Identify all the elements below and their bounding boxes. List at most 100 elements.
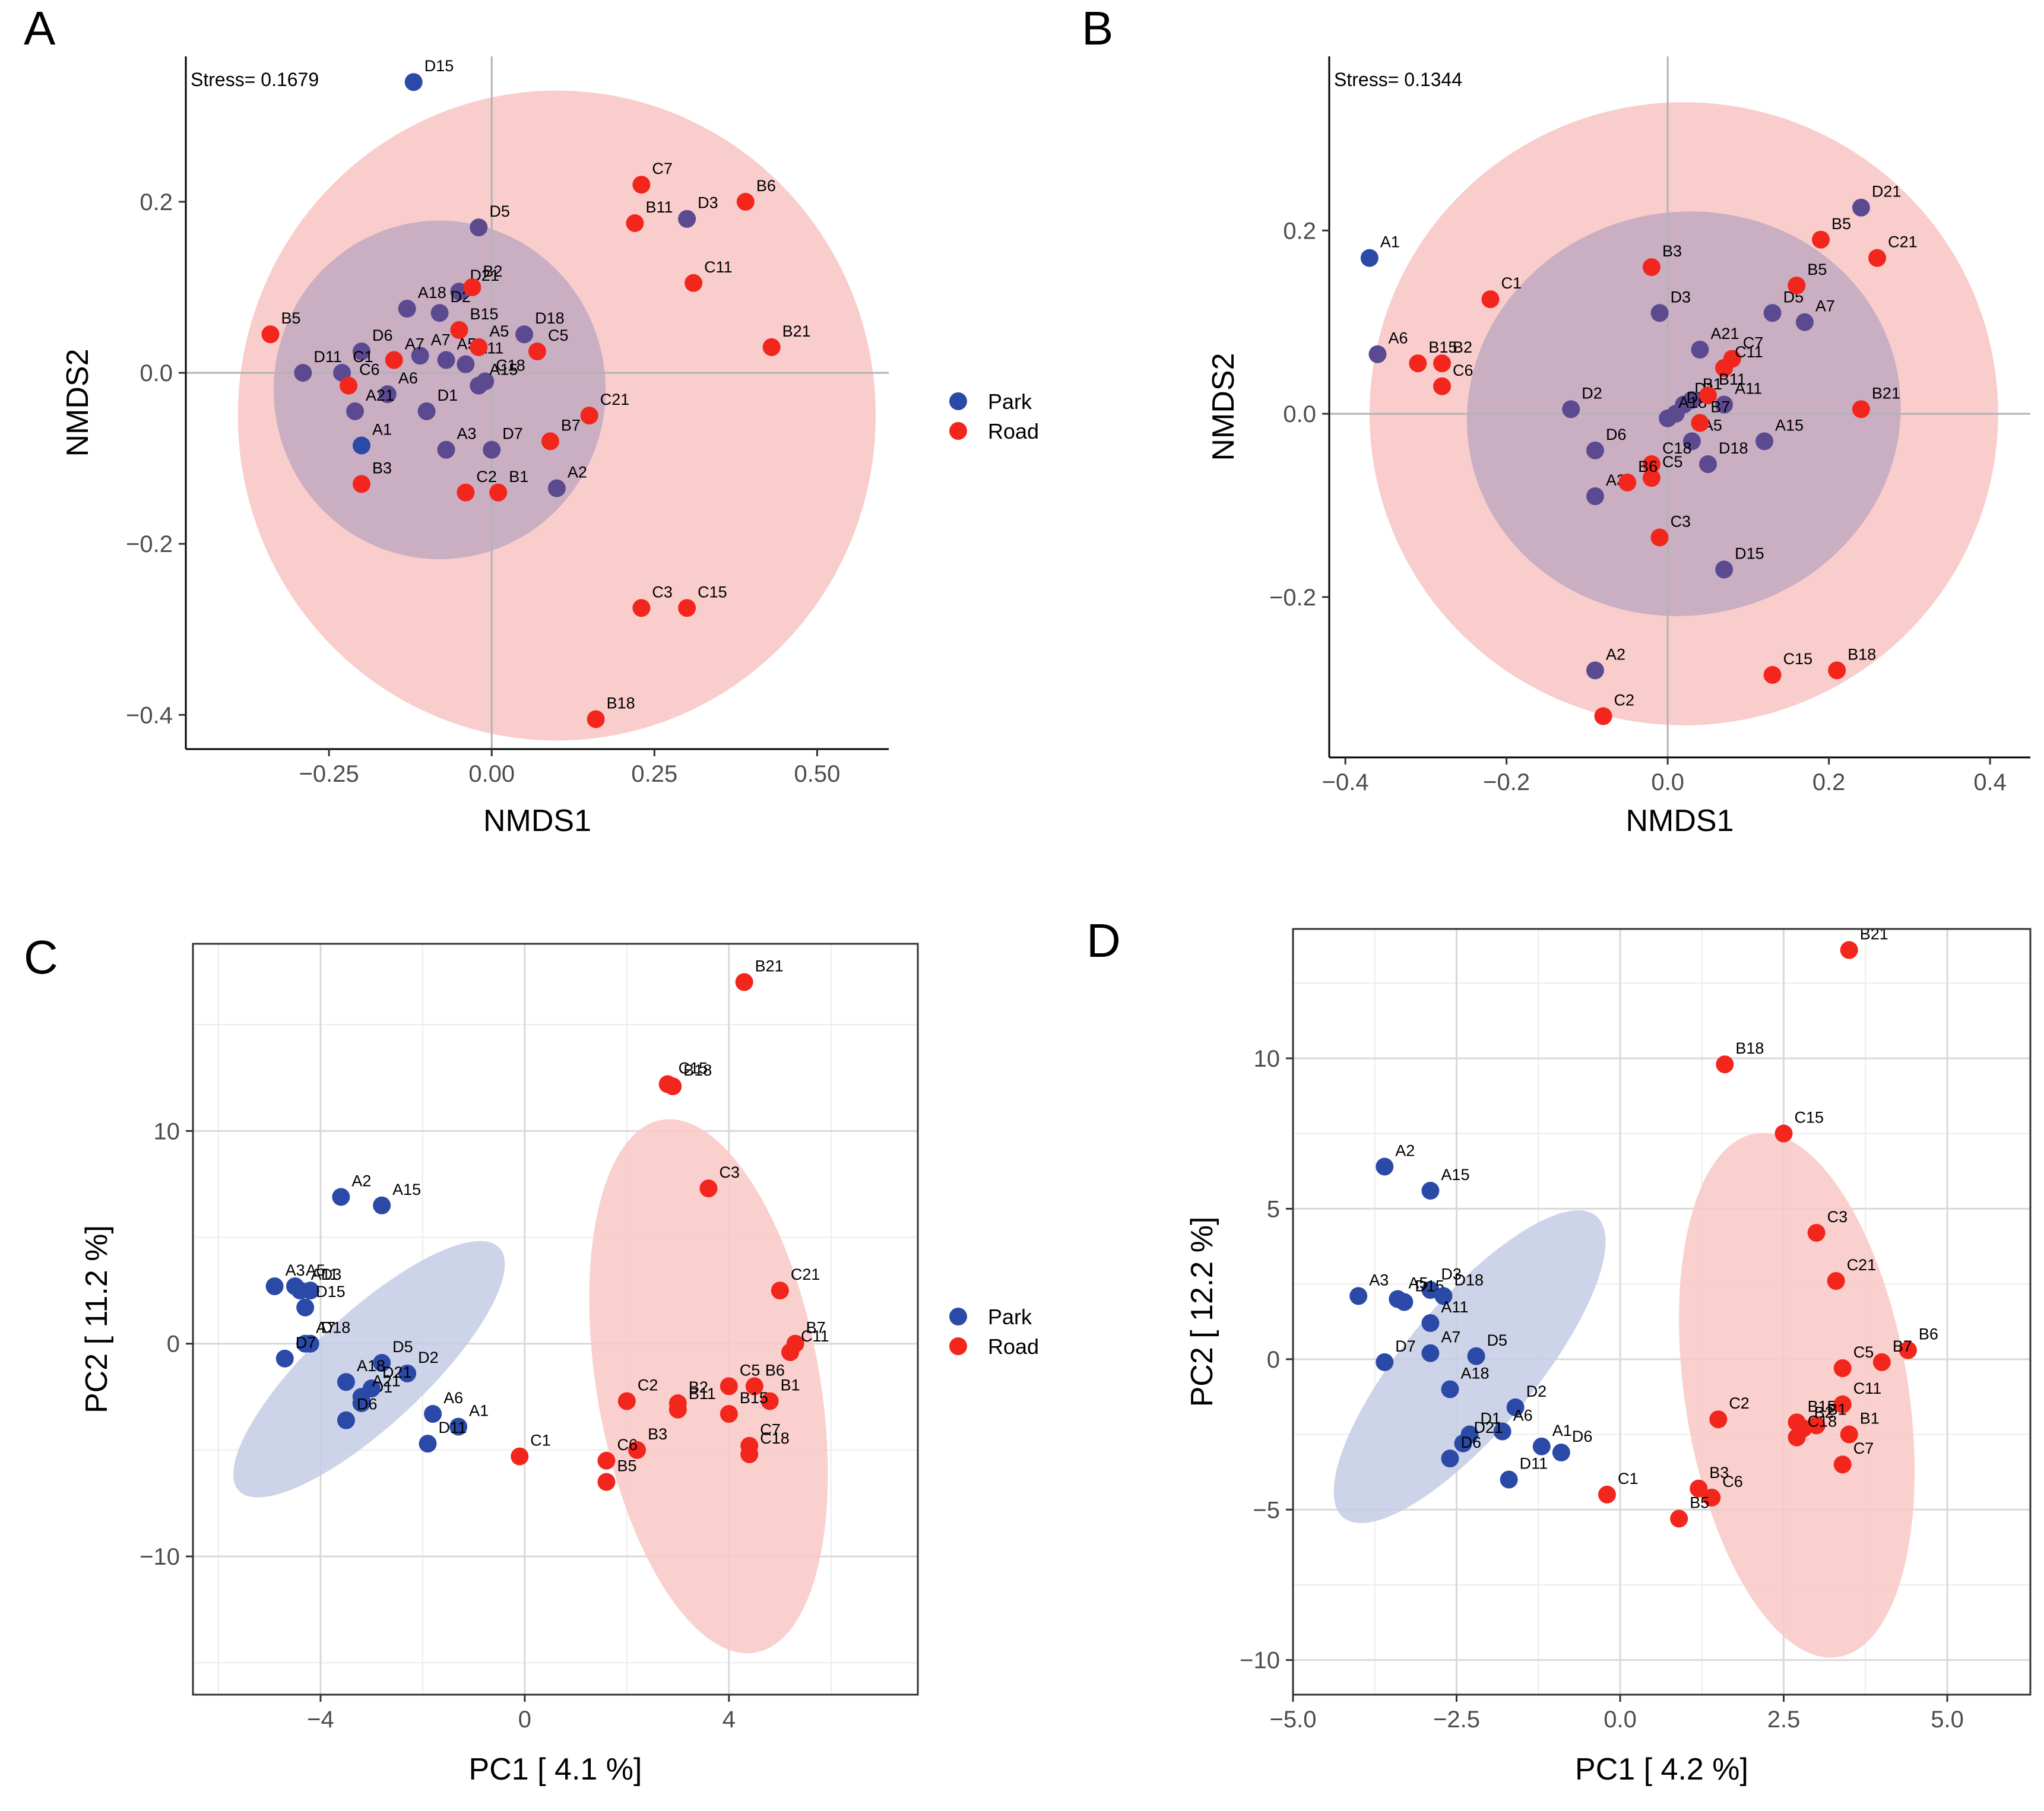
point-label: C3 <box>1827 1208 1848 1226</box>
point-road <box>760 1392 779 1410</box>
x-tick-label: 2.5 <box>1767 1707 1801 1733</box>
point-label: C2 <box>1729 1394 1750 1412</box>
point-label: C21 <box>791 1266 820 1283</box>
point-label: D2 <box>1582 384 1602 402</box>
point-label: B1 <box>509 468 528 486</box>
point-label: C5 <box>740 1361 760 1379</box>
point-label: B15 <box>1808 1397 1836 1415</box>
point-label: A7 <box>1441 1328 1460 1346</box>
point-road <box>740 1445 759 1464</box>
point-road <box>597 1451 616 1470</box>
point-label: A2 <box>1606 645 1625 663</box>
point-label: B11 <box>1719 370 1746 388</box>
point-park <box>1699 455 1717 473</box>
point-road <box>587 710 605 728</box>
point-park <box>457 355 475 373</box>
point-label: B3 <box>1709 1464 1729 1482</box>
point-label: A18 <box>1460 1365 1489 1382</box>
point-label: B2 <box>483 262 502 280</box>
point-label: A3 <box>457 425 477 443</box>
point-label: A6 <box>443 1389 463 1407</box>
x-tick-label: 0.50 <box>794 761 840 787</box>
point-road <box>1774 1124 1793 1143</box>
point-road <box>1670 1509 1688 1528</box>
point-label: C5 <box>1662 453 1683 471</box>
point-label: B6 <box>1638 458 1658 475</box>
stress-annotation: Stress= 0.1344 <box>1334 69 1462 90</box>
y-tick-label: −0.4 <box>126 702 173 728</box>
point-park <box>1493 1422 1511 1441</box>
x-tick-label: 0.00 <box>468 761 515 787</box>
point-label: C15 <box>1783 650 1813 668</box>
point-road <box>1690 1479 1708 1498</box>
point-label: C21 <box>1847 1256 1877 1274</box>
legend-park-label: Park <box>988 389 1032 414</box>
plot-area <box>1293 929 2030 1695</box>
point-park <box>1441 1450 1459 1468</box>
point-label: D6 <box>1460 1433 1481 1451</box>
point-park <box>1715 560 1734 579</box>
ellipse-road <box>1679 1133 1915 1658</box>
point-label: D1 <box>438 386 458 404</box>
point-label: B1 <box>1860 1410 1880 1428</box>
point-label: B18 <box>1847 645 1876 663</box>
point-park <box>483 440 501 459</box>
point-label: C7 <box>1743 334 1764 351</box>
point-park <box>1368 345 1387 363</box>
legend-top: Park Road <box>949 389 1039 443</box>
panel-border <box>1292 928 2032 1696</box>
point-park <box>417 402 436 420</box>
point-label: D5 <box>1487 1331 1508 1349</box>
point-road <box>1433 377 1452 395</box>
ellipse-road <box>589 1119 828 1654</box>
point-label: C18 <box>1808 1413 1837 1431</box>
ellipse-park <box>274 220 606 560</box>
point-label: A7 <box>316 1319 335 1337</box>
point-label: B1 <box>781 1376 800 1394</box>
y-tick-label: 0 <box>1267 1347 1280 1373</box>
point-label: A2 <box>1395 1141 1415 1159</box>
point-road <box>720 1404 738 1423</box>
point-label: A15 <box>392 1181 421 1198</box>
point-road <box>1788 1428 1806 1447</box>
point-road <box>528 342 546 361</box>
point-park <box>398 300 416 318</box>
point-label: B5 <box>281 309 301 327</box>
point-park <box>1441 1380 1459 1398</box>
point-label: B5 <box>1690 1493 1709 1511</box>
point-road <box>668 1400 687 1419</box>
point-park <box>265 1277 284 1295</box>
x-tick-label: 0.0 <box>1651 769 1684 795</box>
point-road <box>1899 1341 1917 1359</box>
point-label: B7 <box>806 1319 826 1337</box>
point-label: A6 <box>1388 329 1408 347</box>
point-park <box>373 1196 391 1214</box>
point-label: B15 <box>1428 338 1457 356</box>
point-road <box>1840 1425 1858 1444</box>
point-label: B11 <box>689 1385 716 1403</box>
point-park <box>1376 1157 1394 1176</box>
point-label: B21 <box>782 322 811 340</box>
point-park <box>1360 249 1378 267</box>
y-tick-label: 0 <box>167 1331 180 1358</box>
point-label: C15 <box>1795 1109 1824 1127</box>
point-road <box>511 1447 529 1466</box>
point-label: B21 <box>1860 925 1888 943</box>
point-road <box>1642 455 1660 473</box>
point-label: C6 <box>1453 361 1473 379</box>
point-road <box>1833 1359 1852 1378</box>
point-label: C3 <box>652 583 673 601</box>
x-axis-title: NMDS1 <box>483 804 591 838</box>
panel-letter-d: D <box>1086 914 1121 967</box>
point-road <box>1716 1055 1734 1074</box>
point-park <box>353 342 370 361</box>
point-park <box>437 351 455 369</box>
x-tick-label: −2.5 <box>1433 1707 1480 1733</box>
point-park <box>1552 1443 1570 1461</box>
point-label: A21 <box>366 386 394 404</box>
point-label: B7 <box>1893 1337 1912 1355</box>
point-label: D21 <box>382 1363 412 1381</box>
point-label: D2 <box>1526 1382 1547 1400</box>
